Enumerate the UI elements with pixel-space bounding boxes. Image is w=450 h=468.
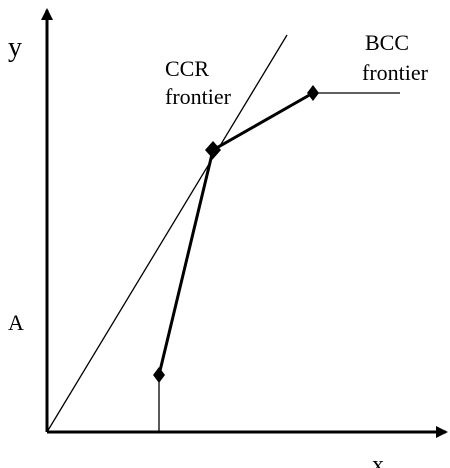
point-a-label: A [8,310,24,335]
x-axis-label: x [372,452,384,468]
point-marker [307,85,319,101]
bcc-label: frontier [362,60,429,85]
y-axis-label: y [8,32,22,63]
point-marker [153,367,165,383]
ccr-label: CCR [165,56,209,81]
bcc-label: BCC [365,30,409,55]
point-marker [205,141,221,159]
ccr-frontier [46,34,288,433]
ccr-label: frontier [165,84,232,109]
bcc-frontier [157,91,314,376]
